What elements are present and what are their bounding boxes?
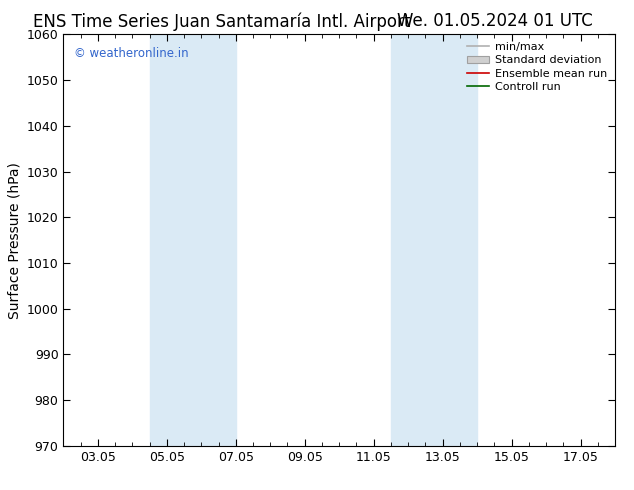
Bar <box>150 34 236 446</box>
Text: ENS Time Series Juan Santamaría Intl. Airport: ENS Time Series Juan Santamaría Intl. Ai… <box>33 12 411 31</box>
Legend: min/max, Standard deviation, Ensemble mean run, Controll run: min/max, Standard deviation, Ensemble me… <box>465 40 609 94</box>
Bar <box>391 34 477 446</box>
Text: We. 01.05.2024 01 UTC: We. 01.05.2024 01 UTC <box>397 12 592 30</box>
Text: © weatheronline.in: © weatheronline.in <box>74 47 189 60</box>
Y-axis label: Surface Pressure (hPa): Surface Pressure (hPa) <box>7 162 21 318</box>
